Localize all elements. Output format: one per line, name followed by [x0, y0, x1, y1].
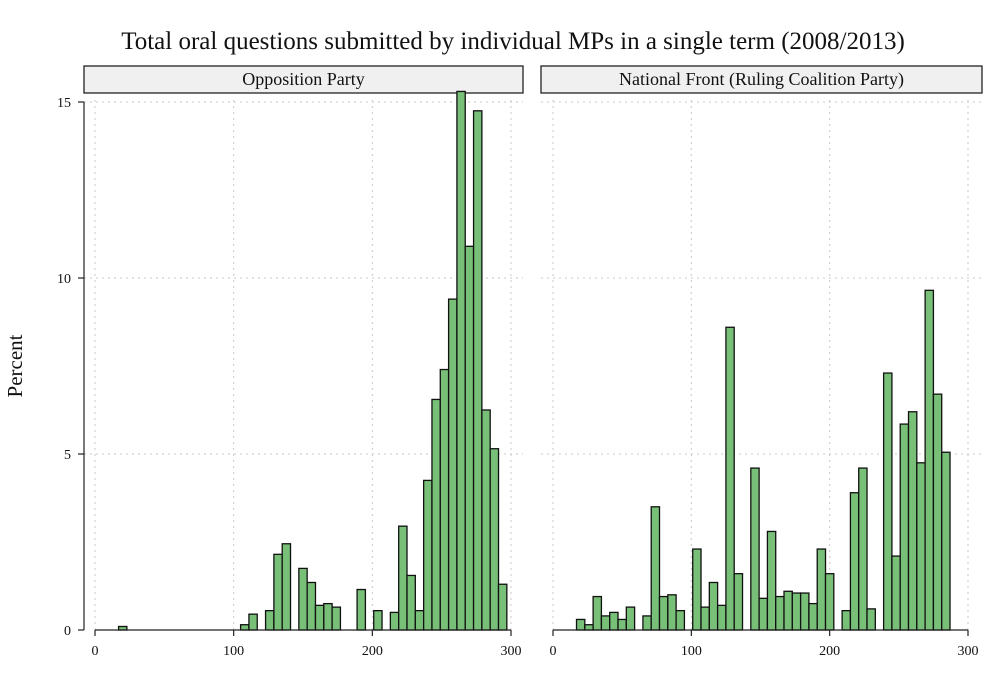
x-tick-label: 300: [501, 644, 522, 659]
histogram-bar: [273, 553, 283, 631]
histogram-bar: [849, 492, 860, 631]
histogram-bar: [584, 624, 594, 631]
histogram-bar: [642, 615, 652, 631]
facet-panels: Opposition Party 0 100 200 300 0 5 10 15 National…: [57, 65, 983, 659]
histogram-bar: [733, 573, 744, 631]
histogram-bar: [667, 594, 677, 631]
histogram-bar: [725, 326, 735, 631]
y-tick-label: 5: [64, 448, 71, 463]
histogram-bar: [716, 604, 727, 631]
histogram-bar: [650, 506, 661, 631]
x-tick-label: 0: [92, 644, 99, 659]
histogram-bar: [617, 618, 627, 631]
histogram-bar: [791, 592, 802, 631]
histogram-bar: [239, 624, 250, 631]
histogram-bar: [481, 409, 491, 631]
histogram-bar: [331, 606, 342, 631]
histogram-bar: [389, 611, 400, 631]
histogram-bar: [882, 372, 893, 631]
histogram-bar: [398, 525, 408, 631]
histogram-bar: [700, 606, 710, 631]
histogram-bar: [406, 574, 416, 631]
histogram-bar: [464, 245, 475, 631]
histogram-bar: [414, 609, 425, 631]
y-axis-label: Percent: [3, 334, 27, 397]
histogram-bar: [609, 611, 619, 631]
histogram-bar: [658, 595, 669, 631]
panel-opposition: Opposition Party 0 100 200 300 0 5 10 15: [57, 65, 524, 659]
histogram-bar: [808, 602, 818, 631]
x-tick-label: 200: [819, 644, 840, 659]
histogram-bar: [422, 479, 433, 631]
y-tick-label: 10: [57, 272, 71, 287]
histogram-bar: [932, 393, 943, 631]
histogram-bar: [758, 597, 769, 631]
histogram-bar: [497, 583, 508, 631]
histogram-bar: [824, 573, 835, 631]
histogram-bar: [281, 543, 292, 631]
histogram-bar: [323, 602, 333, 631]
x-tick-label: 300: [958, 644, 979, 659]
histogram-bar: [472, 110, 483, 631]
histogram-bar: [866, 608, 876, 631]
x-tick-label: 100: [681, 644, 702, 659]
histogram-bar: [447, 298, 458, 631]
histogram-bar: [575, 618, 586, 631]
histogram-bar: [625, 606, 636, 631]
histogram-bar: [439, 368, 450, 631]
panel-strip: [540, 65, 983, 94]
histogram-bar: [766, 530, 777, 631]
x-tick-label: 200: [362, 644, 383, 659]
histogram-bar: [841, 609, 852, 631]
histogram-bar: [373, 609, 383, 631]
histogram-bar: [799, 592, 810, 631]
histogram-bar: [692, 548, 702, 631]
histogram-bar: [708, 581, 719, 631]
histogram-bar: [924, 289, 935, 631]
histogram-bar: [298, 567, 308, 631]
y-tick-label: 15: [57, 96, 71, 111]
histogram-bar: [600, 615, 611, 631]
histogram-bar: [858, 467, 868, 631]
histogram-bar: [431, 398, 441, 631]
histogram-bar: [916, 462, 926, 631]
y-tick-label: 0: [64, 624, 71, 639]
panel-strip: [83, 65, 524, 94]
histogram-bar: [356, 588, 367, 631]
histogram-bar: [456, 90, 466, 631]
x-tick-label: 100: [223, 644, 244, 659]
histogram-bar: [816, 548, 827, 631]
histogram-bar: [775, 595, 785, 631]
histogram-bar: [264, 609, 275, 631]
histogram-bar: [675, 609, 686, 631]
histogram-bar: [907, 411, 918, 631]
histogram-bar: [592, 595, 603, 631]
histogram-bar: [306, 581, 317, 631]
panel-national-front: National Front (Ruling Coalition Party) 0…: [540, 65, 983, 659]
histogram-bar: [314, 604, 325, 631]
x-tick-label: 0: [550, 644, 557, 659]
panel-strip-label: Opposition Party: [242, 69, 365, 89]
histogram-bar: [750, 467, 760, 631]
chart-title: Total oral questions submitted by indivi…: [121, 28, 905, 55]
histogram-bar: [899, 423, 910, 631]
histogram-bar: [891, 555, 901, 631]
histogram-bar: [248, 613, 258, 631]
panel-strip-label: National Front (Ruling Coalition Party): [619, 69, 904, 90]
histogram-bar: [941, 451, 951, 631]
histogram-bar: [783, 590, 793, 631]
histogram-bar: [489, 448, 500, 631]
